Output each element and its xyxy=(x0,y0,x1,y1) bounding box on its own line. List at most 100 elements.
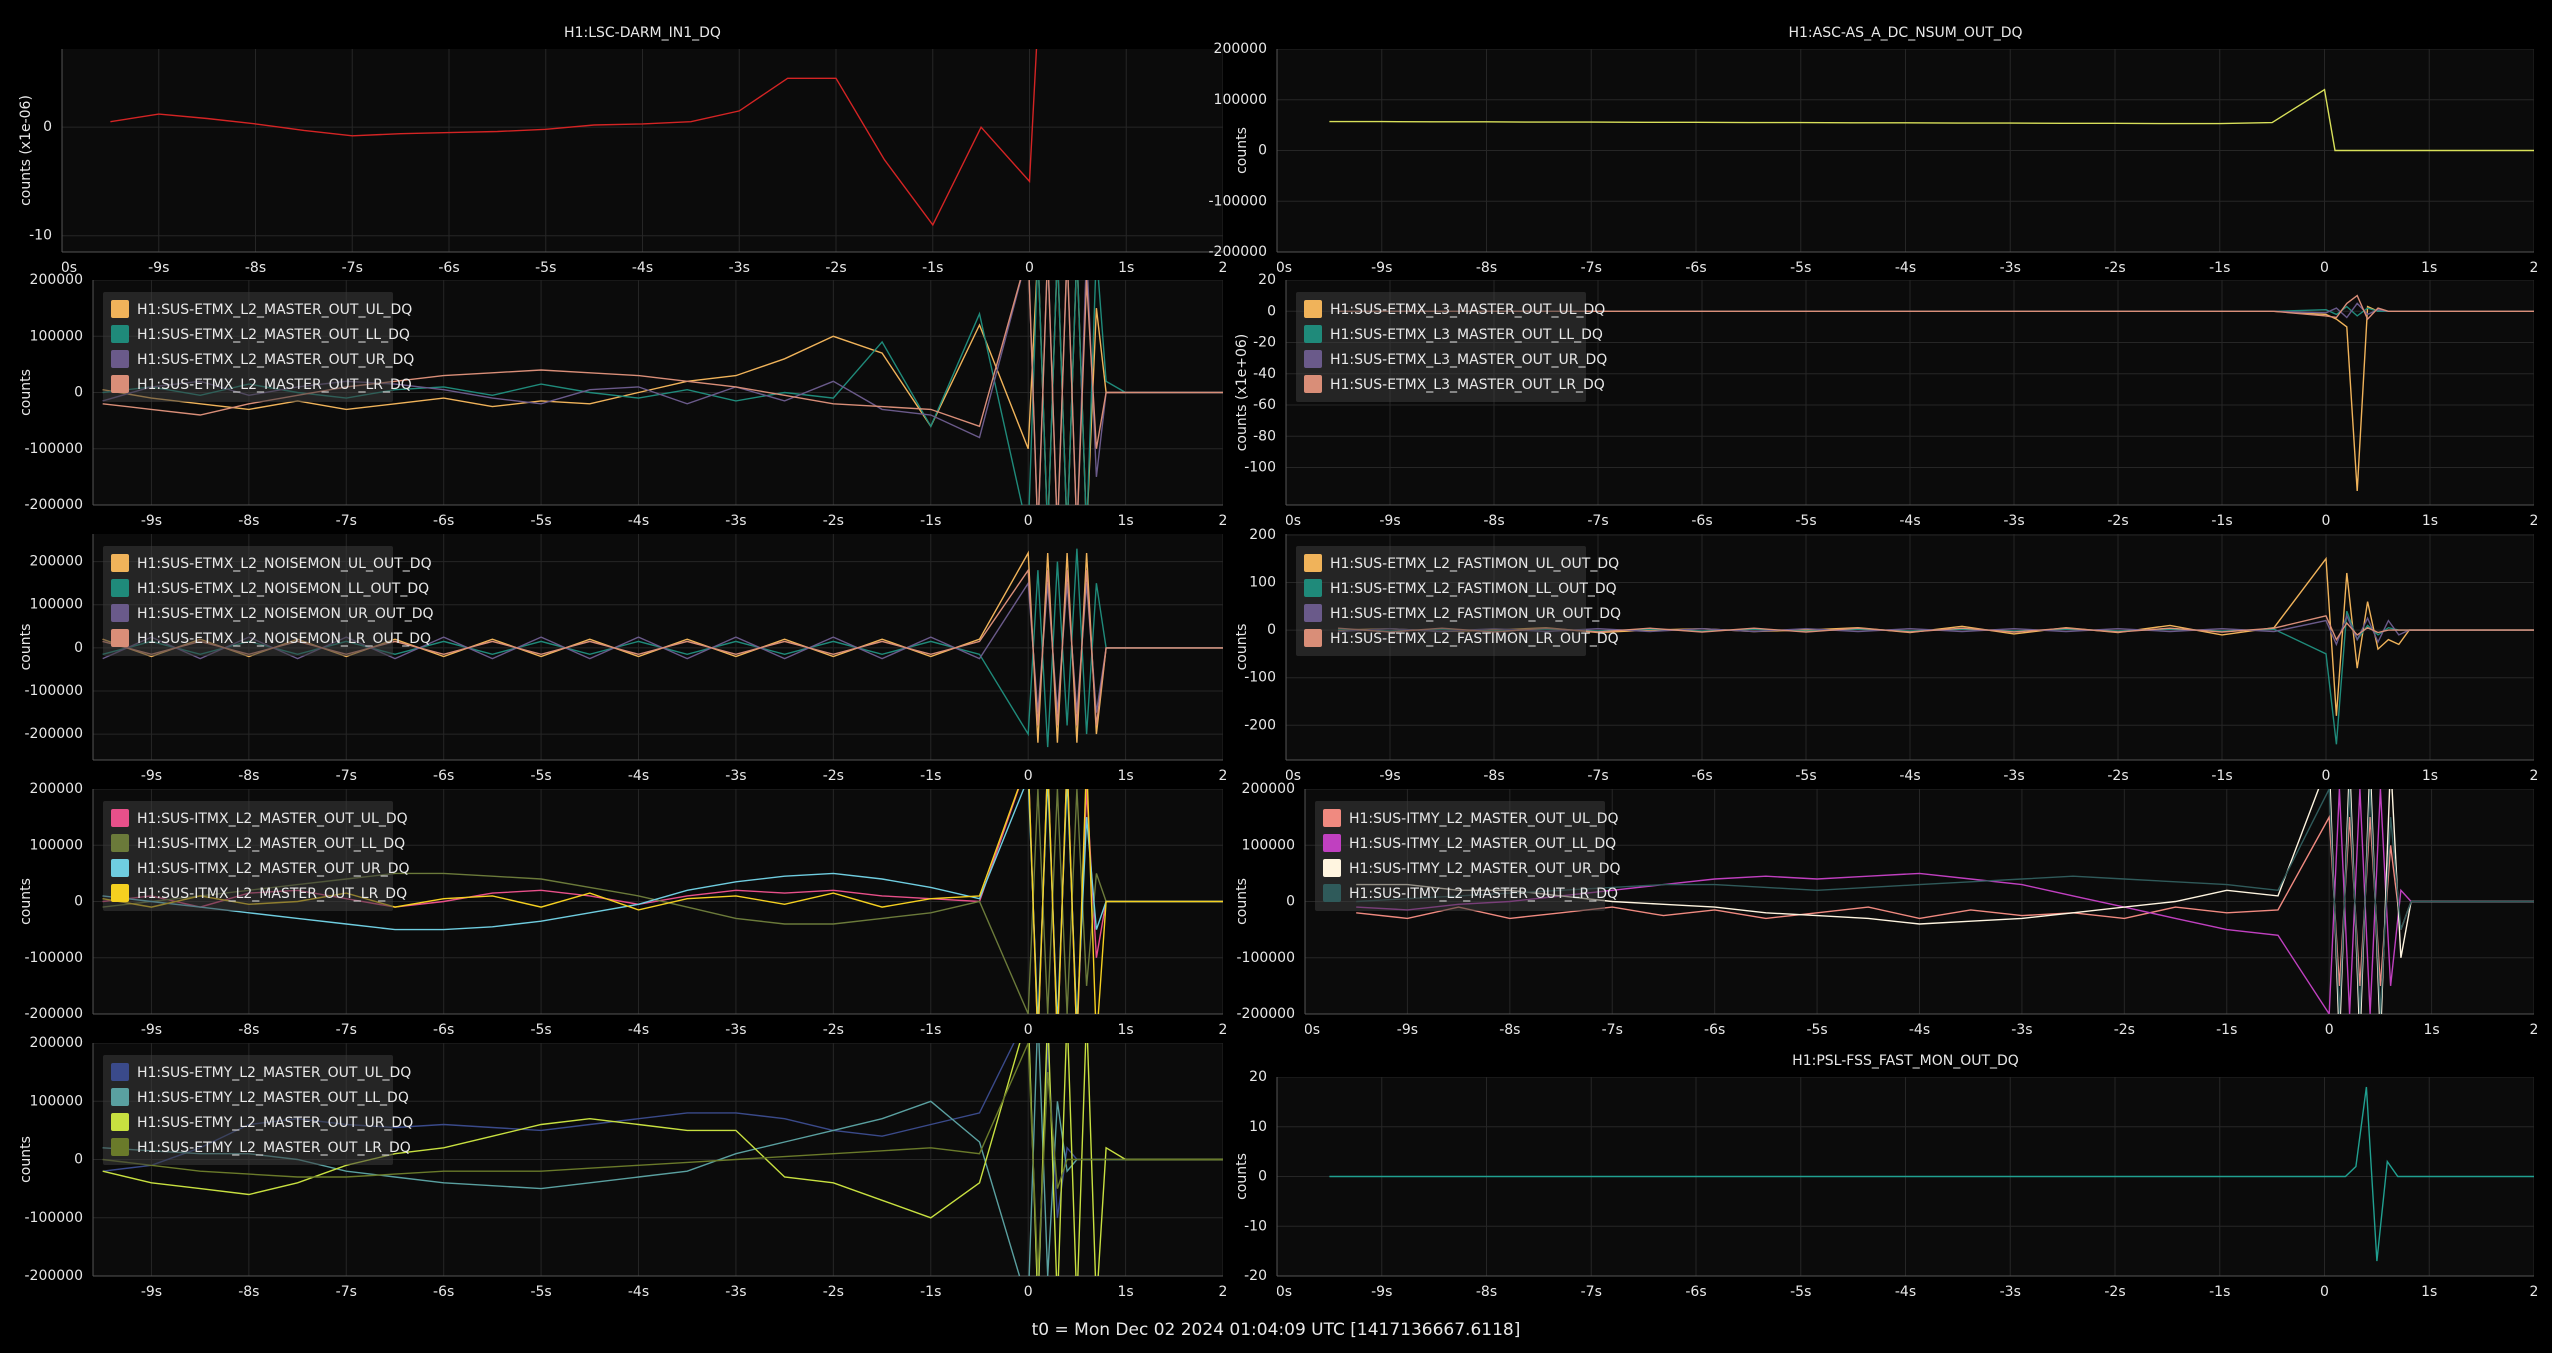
legend: H1:SUS-ETMX_L3_MASTER_OUT_UL_DQ H1:SUS-ET… xyxy=(1296,292,1607,402)
x-tick-labels: -9s -8s -7s -6s -5s -4s -3s -2s -1s 0 1s 2 xyxy=(141,1022,1228,1038)
legend-box xyxy=(103,546,393,656)
legend-label: H1:SUS-ITMY_L2_MASTER_OUT_UL_DQ xyxy=(1349,811,1619,827)
x-tick-label: 1s xyxy=(2423,1022,2439,1038)
y-tick-label: 100 xyxy=(1249,575,1276,591)
x-tick-label: -2s xyxy=(2104,1284,2125,1300)
x-tick-label: -3s xyxy=(2011,1022,2032,1038)
x-tick-label: -3s xyxy=(729,260,750,276)
series-line xyxy=(102,550,1223,743)
x-tick-label: -8s xyxy=(1476,260,1497,276)
x-tick-label: -2s xyxy=(823,1022,844,1038)
x-tick-label: -1s xyxy=(920,1284,941,1300)
y-tick-label: 0 xyxy=(74,894,83,910)
series-line xyxy=(1337,614,2534,642)
x-tick-label: -1s xyxy=(2211,768,2232,784)
y-axis-label: counts (x1e-06) xyxy=(18,95,34,206)
x-tick-label: -10s xyxy=(1271,768,1301,784)
y-axis-label: counts xyxy=(18,1136,34,1183)
y-axis-label: counts xyxy=(1234,127,1250,174)
x-tick-labels: -9s -8s -7s -6s -5s -4s -3s -2s -1s 0 1s 2 xyxy=(141,513,1228,529)
x-tick-labels: -10s -9s -8s -7s -6s -5s -4s -3s -2s -1s 0 1s 2 xyxy=(1305,1022,2538,1038)
x-tick-label: -1s xyxy=(920,768,941,784)
legend-swatch xyxy=(1304,375,1322,393)
legend-label: H1:SUS-ETMX_L2_MASTER_OUT_UR_DQ xyxy=(137,352,414,368)
series-line xyxy=(102,789,1223,1014)
y-tick-label: -200000 xyxy=(25,726,84,742)
y-tick-label: 200000 xyxy=(1242,781,1295,797)
y-tick-label: 0 xyxy=(1267,303,1276,319)
x-tick-label: -9s xyxy=(141,513,162,529)
x-tick-label: 2 xyxy=(2530,1284,2539,1300)
y-tick-label: 20 xyxy=(1249,1069,1267,1085)
y-tick-label: -200000 xyxy=(25,1268,84,1284)
legend-swatch xyxy=(1323,809,1341,827)
x-tick-label: -5s xyxy=(530,768,551,784)
legend-label: H1:SUS-ETMX_L2_FASTIMON_UL_OUT_DQ xyxy=(1330,556,1619,572)
legend-label: H1:SUS-ETMX_L2_NOISEMON_UR_OUT_DQ xyxy=(137,606,434,622)
x-tick-labels: -10s -9s -8s -7s -6s -5s -4s -3s -2s -1s 0 1s 2 xyxy=(1271,768,2538,784)
x-tick-label: -3s xyxy=(725,1022,746,1038)
x-tick-label: -5s xyxy=(1790,1284,1811,1300)
y-axis-label: counts xyxy=(1234,624,1250,671)
x-tick-label: -6s xyxy=(1685,260,1706,276)
x-tick-label: -3s xyxy=(2000,260,2021,276)
series-line xyxy=(110,49,1038,227)
legend-swatch xyxy=(111,859,129,877)
legend-swatch xyxy=(1304,325,1322,343)
x-tick-label: -6s xyxy=(1691,768,1712,784)
x-tick-label: -1s xyxy=(920,1022,941,1038)
y-tick-label: -200000 xyxy=(25,497,84,513)
chart-title: H1:PSL-FSS_FAST_MON_OUT_DQ xyxy=(1792,1053,2019,1069)
x-tick-label: -8s xyxy=(1476,1284,1497,1300)
x-tick-label: 2 xyxy=(2530,260,2539,276)
x-tick-label: 0 xyxy=(2320,260,2329,276)
y-tick-label: 0 xyxy=(1267,622,1276,638)
x-tick-label: -4s xyxy=(628,1284,649,1300)
legend: H1:SUS-ETMX_L2_NOISEMON_UL_OUT_DQ H1:SUS-… xyxy=(103,546,434,656)
x-tick-label: -4s xyxy=(1895,1284,1916,1300)
x-tick-label: -8s xyxy=(1499,1022,1520,1038)
y-tick-label: 200000 xyxy=(30,272,83,288)
x-tick-label: -7s xyxy=(1581,260,1602,276)
x-tick-label: 0 xyxy=(1025,260,1034,276)
x-tick-label: -1s xyxy=(2209,1284,2230,1300)
y-tick-label: -200000 xyxy=(1237,1006,1296,1022)
legend-swatch xyxy=(1304,604,1322,622)
legend-label: H1:SUS-ITMY_L2_MASTER_OUT_UR_DQ xyxy=(1349,861,1621,877)
x-tick-label: -6s xyxy=(1704,1022,1725,1038)
x-tick-label: -2s xyxy=(2107,768,2128,784)
x-tick-label: -9s xyxy=(1379,768,1400,784)
legend-swatch xyxy=(111,554,129,572)
x-tick-label: -6s xyxy=(433,1284,454,1300)
legend-swatch xyxy=(111,629,129,647)
x-tick-label: 0 xyxy=(2325,1022,2334,1038)
x-tick-label: -7s xyxy=(336,1022,357,1038)
x-tick-label: 1s xyxy=(1117,1022,1133,1038)
x-tick-label: 1s xyxy=(2422,513,2438,529)
x-tick-label: -8s xyxy=(238,768,259,784)
x-tick-label: -8s xyxy=(1483,768,1504,784)
legend-label: H1:SUS-ITMX_L2_MASTER_OUT_UL_DQ xyxy=(137,811,408,827)
legend: H1:SUS-ITMY_L2_MASTER_OUT_UL_DQ H1:SUS-IT… xyxy=(1315,801,1621,911)
panel: H1:ASC-AS_A_DC_NSUM_OUT_DQcounts-200000-… xyxy=(1209,25,2539,276)
x-tick-labels: -10s -9s -8s -7s -6s -5s -4s -3s -2s -1s 0 1s 2 xyxy=(1262,260,2539,276)
x-tick-label: -10s xyxy=(1262,260,1292,276)
x-tick-label: 0 xyxy=(2322,768,2331,784)
x-tick-label: -8s xyxy=(245,260,266,276)
x-tick-labels: -9s -8s -7s -6s -5s -4s -3s -2s -1s 0 1s 2 xyxy=(141,768,1228,784)
x-tick-label: 0 xyxy=(1024,768,1033,784)
x-tick-label: -4s xyxy=(632,260,653,276)
legend-box xyxy=(1296,292,1586,402)
x-tick-label: 2 xyxy=(1219,768,1228,784)
x-tick-label: -8s xyxy=(1483,513,1504,529)
x-tick-label: -7s xyxy=(336,768,357,784)
x-tick-label: -9s xyxy=(141,768,162,784)
legend-swatch xyxy=(111,325,129,343)
x-tick-label: 1s xyxy=(1117,768,1133,784)
x-tick-label: -4s xyxy=(1895,260,1916,276)
x-tick-label: -7s xyxy=(342,260,363,276)
